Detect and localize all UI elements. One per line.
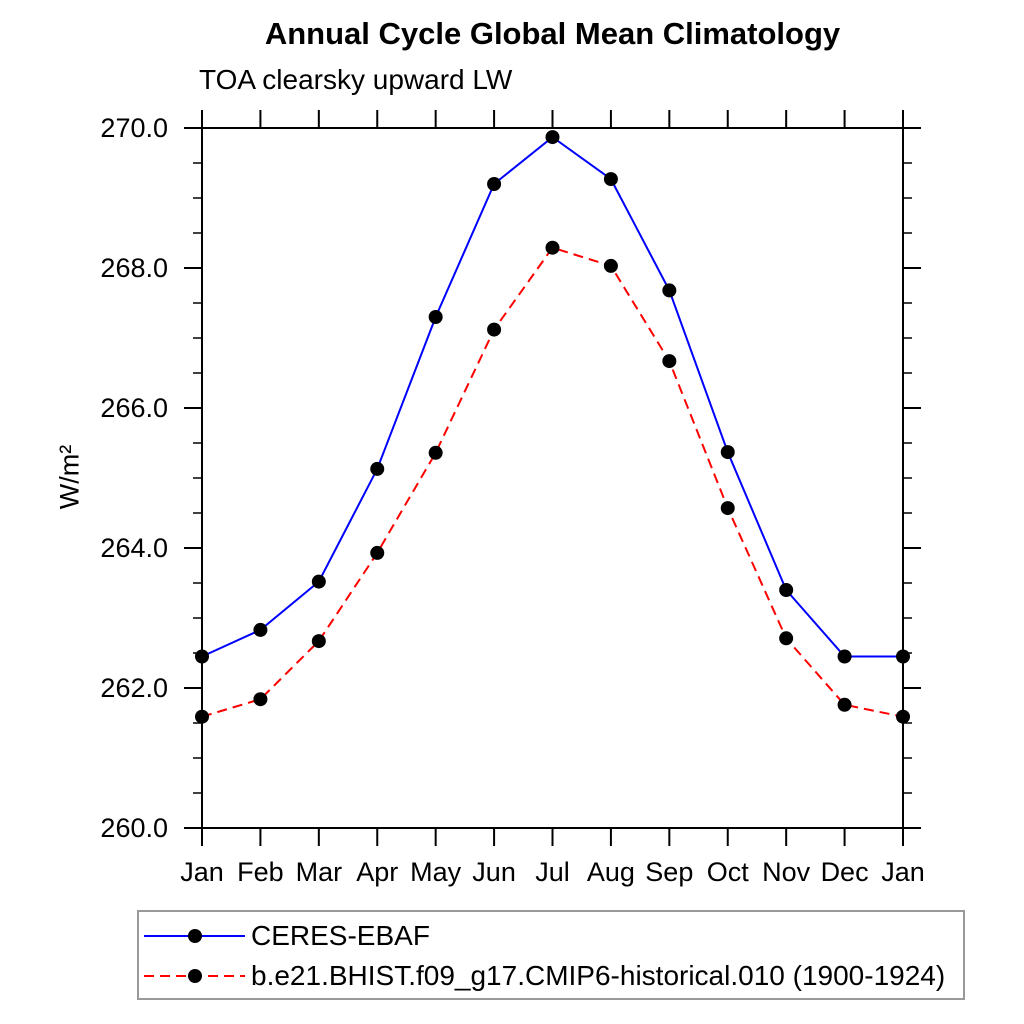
y-tick-label: 266.0 bbox=[100, 393, 168, 423]
data-point-marker bbox=[253, 622, 268, 637]
data-point-marker bbox=[662, 283, 677, 298]
x-tick-label: Feb bbox=[237, 857, 284, 887]
data-point-marker bbox=[370, 461, 385, 476]
data-point-marker bbox=[487, 177, 502, 191]
data-point-marker bbox=[896, 649, 910, 664]
x-tick-label: Apr bbox=[356, 857, 398, 887]
data-point-marker bbox=[837, 697, 852, 712]
data-point-marker bbox=[428, 445, 443, 460]
y-tick-label: 260.0 bbox=[100, 813, 168, 843]
series-line bbox=[201, 246, 904, 718]
x-tick-label: Aug bbox=[587, 857, 635, 887]
x-tick-label: Jan bbox=[180, 857, 224, 887]
legend-sample-marker bbox=[188, 969, 202, 983]
data-point-marker bbox=[428, 310, 443, 324]
data-point-marker bbox=[311, 574, 326, 589]
legend-sample-marker bbox=[188, 929, 202, 943]
legend-line-sample bbox=[144, 929, 245, 943]
data-point-marker bbox=[779, 583, 794, 597]
data-point-marker bbox=[370, 545, 385, 560]
x-tick-label: Mar bbox=[296, 857, 343, 887]
x-tick-label: Sep bbox=[645, 857, 693, 887]
x-tick-label: Jun bbox=[472, 857, 516, 887]
legend-label: CERES-EBAF bbox=[251, 920, 430, 951]
data-point-marker bbox=[720, 445, 735, 460]
data-point-marker bbox=[545, 130, 560, 145]
y-tick-label: 264.0 bbox=[100, 533, 168, 563]
y-tick-label: 268.0 bbox=[100, 253, 168, 283]
chart-title: Annual Cycle Global Mean Climatology bbox=[264, 16, 841, 51]
data-point-marker bbox=[311, 634, 326, 649]
data-point-marker bbox=[603, 172, 618, 187]
data-point-marker bbox=[487, 322, 502, 337]
x-tick-label: May bbox=[410, 857, 462, 887]
legend-item: b.e21.BHIST.f09_g17.CMIP6-historical.010… bbox=[144, 957, 945, 995]
data-point-marker bbox=[779, 631, 794, 646]
data-point-marker bbox=[195, 649, 209, 664]
data-point-marker bbox=[195, 709, 209, 724]
data-point-marker bbox=[545, 240, 560, 255]
x-tick-label: Oct bbox=[707, 857, 750, 887]
data-point-marker bbox=[837, 649, 852, 664]
data-point-marker bbox=[253, 692, 268, 707]
x-tick-label: Jul bbox=[535, 857, 570, 887]
chart-subtitle: TOA clearsky upward LW bbox=[199, 64, 513, 95]
data-point-marker bbox=[662, 354, 677, 369]
legend-item: CERES-EBAF bbox=[144, 917, 430, 955]
x-tick-label: Nov bbox=[762, 857, 811, 887]
x-tick-label: Jan bbox=[881, 857, 925, 887]
y-tick-label: 270.0 bbox=[100, 113, 168, 143]
x-tick-label: Dec bbox=[821, 857, 869, 887]
data-point-marker bbox=[720, 501, 735, 516]
data-point-marker bbox=[896, 709, 910, 724]
legend-line-sample bbox=[144, 969, 245, 983]
legend: CERES-EBAF b.e21.BHIST.f09_g17.CMIP6-his… bbox=[137, 910, 965, 1000]
legend-label: b.e21.BHIST.f09_g17.CMIP6-historical.010… bbox=[251, 960, 946, 991]
data-point-marker bbox=[603, 258, 618, 273]
series-line bbox=[201, 135, 903, 658]
y-tick-label: 262.0 bbox=[100, 673, 168, 703]
